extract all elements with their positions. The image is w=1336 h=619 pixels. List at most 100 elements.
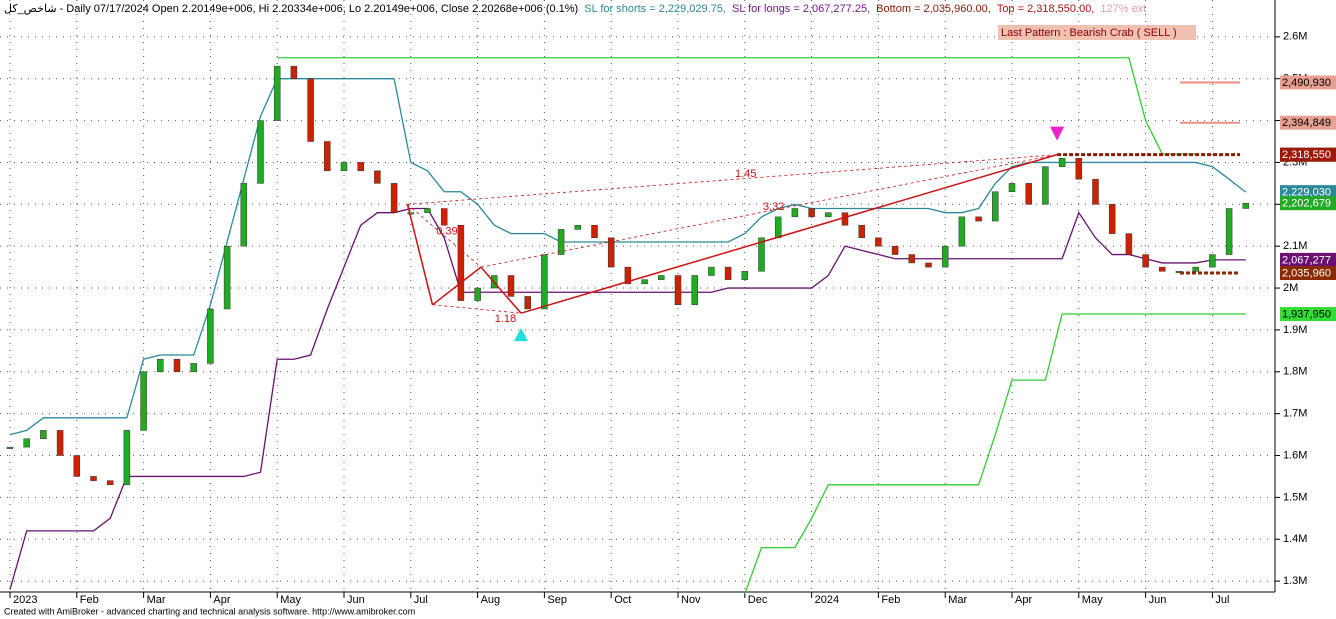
- pattern-ratio: 3.32: [763, 201, 784, 213]
- candle: [1025, 183, 1032, 205]
- price-label-box: [1280, 147, 1336, 162]
- pattern-leg: [520, 153, 1058, 314]
- y-tick-label: 1.8M: [1283, 366, 1307, 378]
- candle: [1192, 266, 1199, 272]
- price-label-box: [1280, 185, 1336, 200]
- candle: [691, 275, 698, 306]
- candle: [541, 254, 548, 310]
- pattern-label-bg: [998, 25, 1196, 40]
- candle: [1108, 204, 1116, 234]
- pattern-leg: [432, 266, 482, 306]
- candle: [992, 191, 999, 222]
- candle: [1225, 208, 1233, 255]
- series-line: [744, 313, 1246, 594]
- candle: [223, 245, 231, 310]
- pattern-label: Last Pattern : Bearish Crab ( SELL ): [1001, 27, 1177, 39]
- candle: [1125, 233, 1133, 255]
- candle: [674, 275, 682, 306]
- y-tick-label: 1.6M: [1283, 449, 1307, 461]
- candle: [457, 224, 465, 301]
- price-label: 2,067,277: [1282, 254, 1331, 266]
- y-tick-label: 2.1M: [1283, 240, 1307, 252]
- pattern-ratio: 1.18: [495, 313, 516, 325]
- candle: [407, 212, 415, 215]
- header-part: SL for shorts = 2,229,029.75,: [584, 3, 726, 15]
- y-tick-label: 2.6M: [1283, 31, 1307, 43]
- candle: [106, 480, 114, 486]
- price-label: 2,229,030: [1282, 187, 1331, 199]
- header-part: شاخص_کل - Daily 07/17/2024 Open 2.20149e…: [4, 3, 578, 15]
- candle: [875, 237, 882, 247]
- header-part: 127% ext: [1100, 3, 1146, 15]
- price-label-box: [1280, 252, 1336, 267]
- candle: [941, 245, 949, 268]
- y-tick-label: 1.9M: [1283, 324, 1307, 336]
- x-tick-label: Oct: [614, 594, 631, 606]
- y-tick-label: 1.5M: [1283, 491, 1307, 503]
- header-part: Bottom = 2,035,960.00,: [876, 3, 991, 15]
- candle: [1242, 202, 1250, 209]
- candle: [290, 65, 298, 79]
- buy-arrow: [514, 328, 529, 342]
- candle: [908, 254, 916, 264]
- candle: [658, 275, 665, 280]
- candle: [507, 275, 515, 297]
- sell-arrow: [1050, 126, 1065, 141]
- x-tick-label: Sep: [547, 594, 567, 606]
- candle: [257, 120, 264, 184]
- candle: [1159, 266, 1166, 272]
- candle: [1008, 183, 1016, 193]
- candle: [390, 183, 398, 213]
- pattern-leg: [406, 204, 434, 305]
- candle: [6, 446, 14, 449]
- candle: [140, 371, 147, 431]
- x-tick-label: Jun: [1149, 594, 1167, 606]
- price-label: 2,035,960: [1282, 267, 1331, 279]
- candle: [324, 141, 331, 172]
- candle: [90, 476, 97, 481]
- candle: [73, 455, 81, 477]
- x-tick-label: Apr: [1015, 594, 1032, 606]
- pattern-leg: [480, 266, 522, 314]
- candle: [774, 216, 782, 239]
- x-tick-label: Jul: [1215, 594, 1229, 606]
- header: شاخص_کل - Daily 07/17/2024 Open 2.20149e…: [4, 3, 1146, 15]
- candle: [524, 296, 531, 310]
- x-tick-label: May: [1082, 594, 1103, 606]
- candle: [474, 287, 481, 301]
- candle: [1058, 158, 1066, 167]
- candle: [1142, 254, 1149, 268]
- pattern-ratio-line: [407, 154, 1058, 205]
- candle: [190, 363, 197, 373]
- series-line: [9, 78, 1247, 436]
- x-tick-label: Feb: [881, 594, 900, 606]
- candle: [958, 216, 966, 247]
- x-tick-label: Jun: [347, 594, 365, 606]
- candle: [40, 430, 47, 440]
- candle: [825, 212, 832, 218]
- candle: [574, 224, 582, 230]
- candle: [240, 183, 248, 247]
- header-part: Top = 2,318,550.00,: [997, 3, 1095, 15]
- x-tick-label: 2023: [13, 594, 37, 606]
- candle: [207, 308, 214, 364]
- candle: [808, 208, 815, 218]
- candle: [891, 245, 899, 255]
- candle: [374, 170, 381, 184]
- candle: [56, 430, 64, 456]
- candle: [641, 279, 648, 285]
- x-tick-label: Mar: [948, 594, 967, 606]
- pattern-ratio: 0.39: [436, 226, 457, 238]
- x-tick-label: Jul: [414, 594, 428, 606]
- footer: Created with AmiBroker - advanced charti…: [4, 606, 415, 616]
- candle: [1075, 158, 1083, 180]
- pattern-ratio-line: [432, 304, 522, 314]
- candle: [975, 216, 982, 222]
- x-tick-label: Nov: [681, 594, 701, 606]
- candle: [607, 237, 615, 268]
- x-tick-label: Mar: [147, 594, 166, 606]
- pattern-ratio-line: [407, 204, 482, 268]
